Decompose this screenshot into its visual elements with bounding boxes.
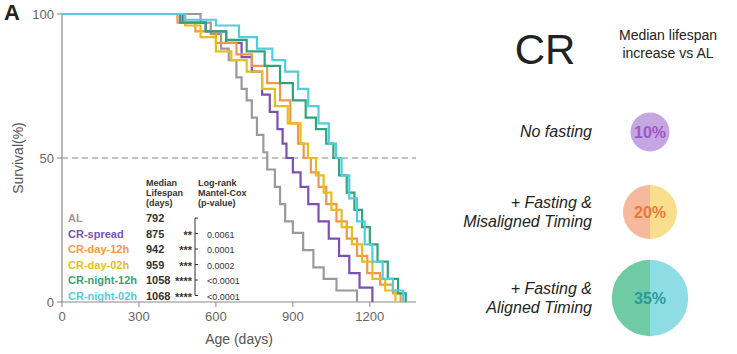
category-label: Misaligned Timing: [463, 213, 592, 230]
panel-title: CR: [515, 26, 576, 73]
x-axis-line: [62, 301, 416, 302]
x-axis-label: Age (days): [205, 331, 273, 347]
category-label: No fasting: [520, 123, 592, 140]
p-value: 0.0002: [207, 261, 235, 271]
y-tick: [57, 302, 62, 303]
plot-area: [62, 14, 416, 302]
legend-name: CR-day-12h: [68, 243, 129, 255]
median-value: 875: [146, 228, 164, 240]
value-circle: [631, 113, 670, 152]
x-tick-label: 1200: [355, 309, 384, 324]
median-value: 792: [146, 212, 164, 224]
bracket-tick: [195, 295, 198, 296]
y-tick-label: 0: [47, 295, 54, 310]
survival-curve: [62, 14, 403, 302]
table-header: Median: [146, 178, 177, 188]
legend-name: CR-day-02h: [68, 259, 129, 271]
value-label: 20%: [634, 204, 666, 221]
panel-subtitle: Median lifespan: [619, 27, 717, 43]
p-value: <0.0001: [207, 292, 240, 302]
y-tick-label: 50: [40, 151, 54, 166]
panel-label: A: [4, 0, 20, 25]
table-header: (days): [146, 198, 173, 208]
x-tick: [138, 302, 139, 307]
x-tick-label: 600: [205, 309, 227, 324]
p-value: <0.0001: [207, 276, 240, 286]
x-tick-label: 900: [282, 309, 304, 324]
legend-name: AL: [68, 212, 83, 224]
x-tick-label: 0: [58, 309, 65, 324]
bracket-tick: [195, 264, 198, 265]
x-tick: [369, 302, 370, 307]
significance-stars: ****: [175, 291, 193, 303]
table-header: (p-value): [198, 198, 236, 208]
significance-stars: ***: [179, 260, 193, 272]
median-value: 1058: [146, 274, 170, 286]
survival-curve: [62, 14, 401, 302]
legend-name: CR-night-12h: [68, 274, 137, 286]
legend-name: CR-night-02h: [68, 290, 137, 302]
y-tick: [57, 158, 62, 159]
category-label: Aligned Timing: [485, 299, 592, 316]
x-tick: [215, 302, 216, 307]
bracket-tick: [195, 280, 198, 281]
y-axis-label: Survival(%): [10, 122, 26, 194]
figure: A 0 300 600 900 1200 0 50 100 Age (days) Survival(…: [0, 0, 737, 354]
panel-subtitle: increase vs AL: [622, 45, 713, 61]
survival-curve: [62, 14, 372, 302]
legend-name: CR-spread: [68, 228, 124, 240]
survival-curve: [62, 14, 395, 302]
p-value: 0.0001: [207, 245, 235, 255]
table-header: Mantel-Cox: [198, 188, 247, 198]
bracket-line: [195, 218, 196, 296]
x-tick: [292, 302, 293, 307]
bracket-tick: [195, 233, 198, 234]
significance-stars: ***: [179, 244, 193, 256]
bracket-tick: [195, 218, 198, 219]
median-value: 959: [146, 259, 164, 271]
significance-stars: ****: [175, 275, 193, 287]
median-value: 1068: [146, 290, 170, 302]
y-tick: [57, 14, 62, 15]
category-label: + Fasting &: [511, 194, 592, 211]
bracket-tick: [195, 249, 198, 250]
y-tick-label: 100: [32, 7, 54, 22]
value-label: 35%: [634, 290, 666, 307]
reference-line: [62, 158, 416, 159]
x-tick: [62, 302, 63, 307]
table-header: Lifespan: [146, 188, 183, 198]
p-value: 0.0061: [207, 230, 235, 240]
category-label: + Fasting &: [511, 280, 592, 297]
median-value: 942: [146, 243, 164, 255]
table-header: Log-rank: [198, 178, 237, 188]
significance-stars: **: [183, 229, 192, 241]
survival-curve: [62, 14, 406, 302]
x-tick-label: 300: [128, 309, 150, 324]
value-label: 10%: [634, 124, 666, 141]
